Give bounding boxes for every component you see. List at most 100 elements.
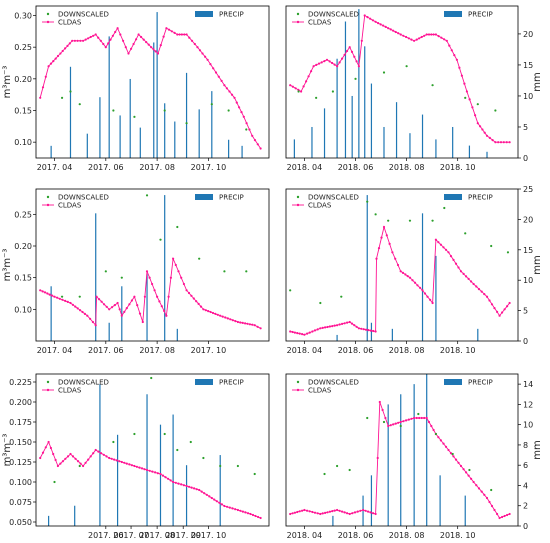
cldas-point [74,305,77,308]
cldas-point [89,455,92,458]
cldas-point [493,307,496,310]
precip-bar [370,475,373,526]
precip-bar [146,394,148,526]
cldas-point [399,270,402,273]
cldas-point [151,470,154,473]
x-tick-label: 2018. 10 [440,531,476,540]
cldas-point [405,419,408,422]
legend-marker-downscaled [296,380,300,384]
cldas-point [320,61,323,64]
legend-marker-downscaled [296,195,300,199]
cldas-point [380,236,383,239]
cldas-point [317,62,321,65]
cldas-point [405,35,408,39]
cldas-point [159,472,162,476]
downscaled-point [297,90,300,93]
cldas-point [343,322,346,325]
y2-tick-label: 10 [523,421,533,430]
cldas-point [440,36,443,39]
cldas-point [135,38,138,41]
cldas-point [174,481,177,484]
precip-bar [332,515,334,526]
cldas-point [312,65,315,68]
precip-bar [174,121,176,158]
cldas-point [415,38,418,41]
cldas-point [259,516,262,520]
y2-tick-label: 12 [523,400,533,409]
cldas-point [161,474,165,477]
plot-area [289,9,511,158]
x-tick-label: 2017. 04 [37,346,73,355]
downscaled-point [150,376,153,380]
cldas-point [118,308,121,311]
cldas-point [301,333,304,336]
cldas-point [253,324,256,327]
x-tick-label: 2018. 08 [389,163,425,172]
cldas-point [99,39,102,42]
cldas-point [110,306,114,309]
cldas-point [413,39,416,42]
cldas-point [39,96,42,99]
downscaled-point [176,225,179,229]
cldas-point [173,31,176,34]
cldas-point [98,298,101,301]
cldas-point [239,321,242,324]
downscaled-point [405,65,408,68]
cldas-point [501,311,504,314]
cldas-point [130,299,133,302]
legend-label-cldas: CLDAS [58,19,82,27]
cldas-point [389,28,392,31]
cldas-point [367,510,370,513]
cldas-point [188,36,191,39]
cldas-line [290,225,510,336]
precip-bar [172,414,174,526]
legend-label-cldas: CLDAS [58,387,82,395]
cldas-point [348,320,351,324]
y-tick-label: 0.10 [14,138,32,147]
cldas-point [357,327,360,330]
cldas-point [198,488,201,492]
cldas-point [300,90,303,93]
axes-frame [285,5,519,159]
cldas-point [429,298,432,301]
cldas-point [187,291,191,295]
cldas-point [437,35,440,38]
cldas-point [183,33,186,36]
cldas-point [425,416,428,420]
cldas-point [241,510,244,513]
cldas-point [289,512,292,516]
cldas-point [493,508,496,512]
legend-label-precip: PRECIP [219,379,244,387]
cldas-point [306,332,309,335]
cldas-point [375,257,378,260]
precip-bar [185,72,188,158]
cldas-point [226,505,229,508]
cldas-point [169,479,172,482]
precip-bar [129,78,131,158]
cldas-point [359,509,362,512]
precip-bar [351,95,353,158]
precip-bar [99,384,101,526]
cldas-point [68,42,71,45]
cldas-point [220,79,223,82]
cldas-point [56,464,60,468]
x-tick-label: 2017. 08 [139,346,175,355]
x-tick-label: 2018. 04 [287,163,323,172]
cldas-point [434,238,437,241]
precip-bar [153,42,155,158]
cldas-point [465,275,468,278]
cldas-point [485,295,489,298]
cldas-point [465,90,468,93]
legend-label-precip: PRECIP [468,379,493,387]
cldas-point [180,33,183,36]
cldas-point [97,450,100,453]
cldas-point [303,508,306,512]
x-tick-label: 2017. 04 [37,163,73,172]
cldas-point [430,33,433,36]
cldas-point [289,330,292,333]
precip-bar [159,424,162,526]
cldas-point [188,485,191,488]
cldas-point [107,42,110,45]
cldas-point [444,248,448,251]
cldas-point [369,329,372,332]
